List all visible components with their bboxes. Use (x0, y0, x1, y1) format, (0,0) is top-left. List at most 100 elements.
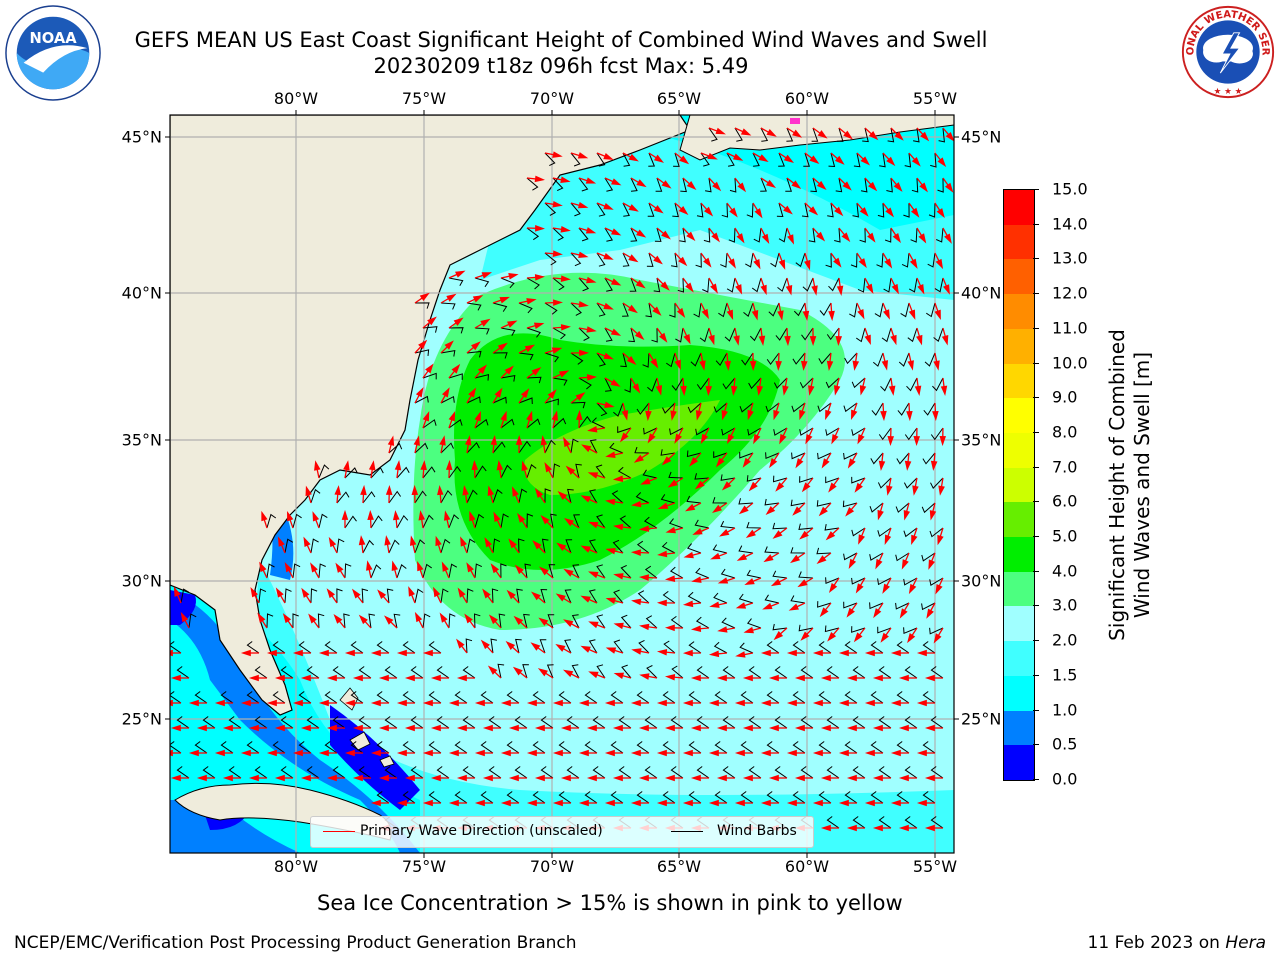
wind-barb (480, 741, 494, 754)
wave-direction-arrowhead (504, 365, 514, 375)
wave-direction-arrowhead (763, 554, 774, 563)
wind-barb (604, 177, 614, 192)
wave-direction-arrowhead (909, 258, 918, 269)
wave-direction-arrowhead (890, 649, 901, 657)
lon-label-bottom: 70°W (529, 857, 575, 876)
wind-barb (760, 127, 769, 142)
wave-direction-arrowhead (664, 575, 676, 582)
wind-barb (870, 691, 884, 704)
wave-direction-arrowhead (920, 131, 930, 142)
lat-label-left: 35°N (121, 430, 162, 450)
wave-direction-arrowhead (538, 617, 549, 626)
wave-direction-arrowhead (552, 151, 563, 158)
wind-barb (454, 691, 468, 704)
wave-direction-arrowhead (864, 649, 875, 657)
wave-direction-arrowhead (240, 649, 251, 657)
wind-barb (921, 502, 936, 514)
wave-direction-arrowhead (719, 529, 730, 537)
wind-barb (532, 741, 546, 754)
wind-barb (904, 152, 912, 168)
wave-direction-arrowhead (865, 283, 874, 294)
wave-direction-arrowhead (352, 674, 363, 682)
wave-direction-arrowhead (792, 129, 803, 138)
lon-label-top: 60°W (784, 89, 830, 108)
wind-barb (317, 613, 325, 629)
wind-barb (358, 766, 372, 779)
wave-direction-arrowhead (912, 485, 919, 496)
wind-barb (647, 377, 658, 392)
wind-barb (572, 564, 580, 579)
wave-direction-arrowhead (820, 824, 831, 832)
wind-barb (922, 691, 936, 704)
wind-barb (604, 377, 612, 392)
wave-direction-arrowhead (656, 799, 667, 807)
wind-barb (492, 538, 501, 554)
wind-barb (292, 563, 301, 579)
wind-barb (772, 570, 788, 579)
wind-barb (878, 816, 892, 829)
wave-direction-arrowhead (415, 387, 424, 398)
wind-barb (887, 127, 895, 143)
wave-direction-arrowhead (540, 435, 548, 446)
wave-direction-arrowhead (613, 672, 625, 679)
wave-direction-arrowhead (910, 207, 920, 218)
wave-direction-arrowhead (769, 457, 778, 469)
wave-direction-arrowhead (414, 611, 423, 623)
wind-barb (713, 451, 728, 459)
wind-barb (878, 716, 892, 729)
wind-barb (306, 666, 320, 679)
wave-direction-arrowhead (854, 482, 863, 493)
wave-direction-arrowhead (557, 490, 568, 501)
wind-barb (852, 666, 866, 679)
wave-direction-arrowhead (308, 613, 317, 624)
colorbar-tick-mark (1033, 605, 1039, 607)
wave-direction-arrowhead (448, 749, 459, 757)
wind-barb (595, 464, 606, 479)
wind-barb (490, 638, 497, 654)
wave-direction-arrowhead (493, 511, 501, 522)
wind-barb (877, 202, 885, 218)
wave-direction-arrowhead (628, 153, 639, 162)
wind-barb (808, 227, 816, 243)
wind-barb (584, 691, 598, 704)
wave-direction-arrowhead (588, 571, 599, 579)
wave-direction-arrowhead (898, 674, 909, 682)
wind-barb (817, 601, 832, 608)
wave-direction-arrowhead (944, 233, 952, 244)
wave-direction-arrowhead (760, 699, 771, 707)
wave-direction-arrowhead (943, 284, 950, 295)
wind-barb (764, 594, 780, 604)
wind-barb (668, 518, 684, 529)
wind-barb (828, 277, 840, 292)
wave-direction-arrowhead (422, 799, 433, 807)
wind-barb (670, 615, 684, 629)
wind-barb (826, 766, 840, 779)
wave-direction-arrowhead (240, 699, 251, 707)
wave-direction-arrowhead (514, 564, 524, 575)
wind-barb (722, 377, 736, 390)
wave-direction-arrowhead (419, 292, 430, 302)
wind-barb (515, 638, 522, 654)
wind-barb (904, 666, 918, 679)
wind-barb (843, 601, 858, 609)
lon-label-bottom: 80°W (273, 857, 319, 876)
wind-barb (310, 588, 318, 604)
wind-barb (552, 327, 566, 340)
wave-direction-arrowhead (534, 488, 544, 499)
wind-barb (923, 402, 936, 416)
wind-barb (362, 539, 374, 554)
wind-barb (544, 488, 551, 504)
wind-barb (637, 590, 650, 604)
wave-direction-arrowhead (665, 526, 676, 534)
wave-direction-arrowhead (809, 155, 820, 164)
wind-barb (609, 442, 624, 454)
colorbar-tick-label: 15.0 (1052, 179, 1088, 199)
wave-direction-arrowhead (645, 410, 652, 422)
wave-direction-arrowhead (907, 632, 916, 644)
wave-direction-arrowhead (427, 316, 437, 326)
wind-barb (766, 352, 780, 366)
wind-barb (753, 227, 762, 243)
wind-barb (714, 791, 728, 804)
colorbar-tick-label: 1.5 (1052, 665, 1078, 685)
wind-barb (688, 741, 702, 754)
